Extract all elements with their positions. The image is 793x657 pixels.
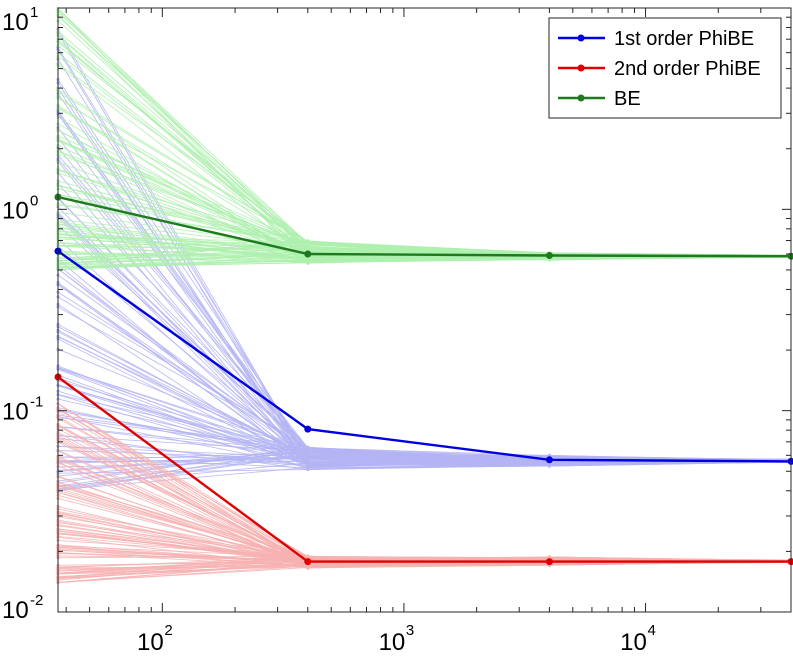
y-tick-exponent: -1 xyxy=(30,394,43,411)
series-line xyxy=(57,250,792,463)
axes: 10 2 10 3 10 410 -210 -110 010 1 xyxy=(2,4,792,656)
y-tick-exponent: 1 xyxy=(30,4,38,21)
trial-point xyxy=(306,239,310,243)
legend-marker xyxy=(577,34,585,42)
legend-label: BE xyxy=(614,88,641,110)
series-point xyxy=(545,252,553,259)
legend-marker xyxy=(577,64,585,72)
legend-marker xyxy=(577,94,585,102)
series-point xyxy=(304,250,312,258)
trial-point xyxy=(306,451,310,456)
trial-point xyxy=(547,463,552,467)
series-point xyxy=(787,558,793,566)
series-1 xyxy=(54,247,793,465)
series-point xyxy=(304,558,312,566)
x-tick-exponent: 2 xyxy=(164,622,172,639)
y-tick-exponent: 0 xyxy=(30,192,38,209)
series-line xyxy=(57,376,791,563)
series-point xyxy=(545,456,553,464)
x-tick-label: 10 xyxy=(620,629,647,656)
legend-label: 2nd order PhiBE xyxy=(614,58,761,80)
x-tick-exponent: 3 xyxy=(406,622,414,639)
series-line xyxy=(57,195,792,258)
y-tick-exponent: -2 xyxy=(30,592,43,609)
trial-point xyxy=(306,446,310,450)
series-point xyxy=(787,457,793,465)
x-tick-label: 10 xyxy=(137,629,164,656)
legend: 1st order PhiBE 2nd order PhiBE BE xyxy=(548,17,782,119)
y-tick-label: 10 xyxy=(2,597,29,624)
trial-point xyxy=(306,555,310,559)
y-tick-label: 10 xyxy=(2,9,29,36)
x-tick-label: 10 xyxy=(379,629,406,656)
trial-point xyxy=(306,459,310,463)
trial-point xyxy=(306,242,310,246)
x-tick-exponent: 4 xyxy=(648,622,656,639)
trial-line xyxy=(57,180,792,257)
series-point xyxy=(304,425,312,433)
y-tick-label: 10 xyxy=(2,197,29,224)
series-point xyxy=(545,558,553,566)
trial-point xyxy=(306,465,310,469)
trial-point xyxy=(306,258,310,262)
mean-lines xyxy=(54,193,793,566)
y-tick-label: 10 xyxy=(2,399,29,426)
trial-point xyxy=(306,246,310,250)
plot-frame xyxy=(57,7,792,613)
trial-line xyxy=(57,456,792,469)
legend-label: 1st order PhiBE xyxy=(614,28,754,50)
